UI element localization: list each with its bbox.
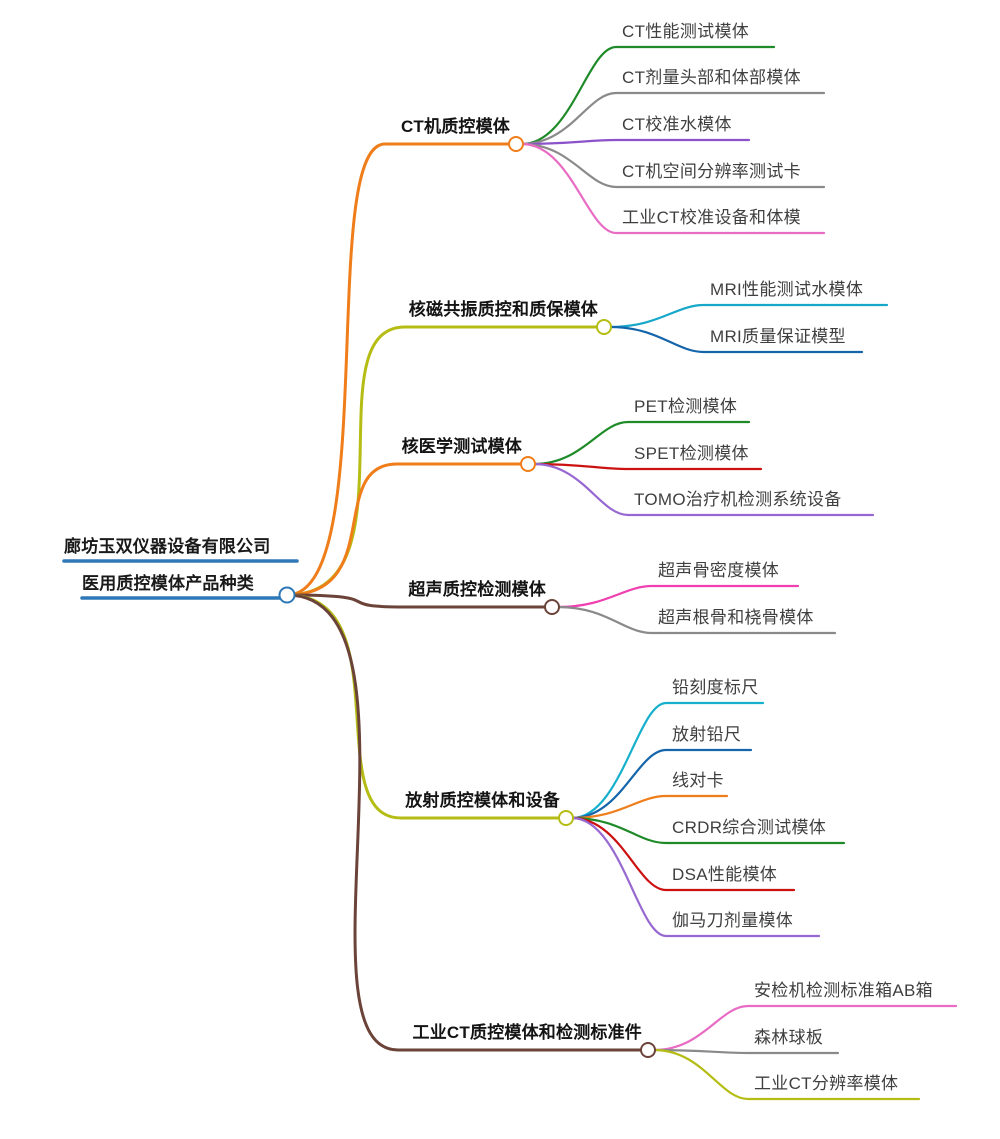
- leaf-label-5-2[interactable]: 放射铅尺: [672, 725, 742, 744]
- branch-node-6[interactable]: [640, 1042, 656, 1058]
- leaf-label-5-5[interactable]: DSA性能模体: [672, 865, 778, 884]
- leaf-connector-2-2: [608, 325, 864, 354]
- branch-node-4[interactable]: [544, 599, 560, 615]
- leaf-connector-5-1: [570, 701, 765, 820]
- leaf-label-1-1[interactable]: CT性能测试模体: [622, 22, 750, 41]
- branch-node-1[interactable]: [508, 136, 524, 152]
- leaf-connector-1-1: [520, 45, 776, 146]
- branch-label-1[interactable]: CT机质控模体: [400, 117, 510, 136]
- leaf-label-1-3[interactable]: CT校准水模体: [622, 115, 732, 134]
- branch-label-3[interactable]: 核医学测试模体: [401, 437, 522, 456]
- leaf-connector-4-2: [556, 605, 837, 635]
- root-node[interactable]: [278, 586, 296, 604]
- leaf-connector-5-6: [570, 816, 821, 938]
- leaf-connector-3-3: [532, 462, 875, 517]
- leaf-label-5-1[interactable]: 铅刻度标尺: [672, 678, 759, 697]
- branch-label-6[interactable]: 工业CT质控模体和检测标准件: [412, 1023, 642, 1042]
- branch-connector-1: [285, 142, 518, 597]
- leaf-label-2-1[interactable]: MRI性能测试水模体: [710, 280, 864, 299]
- leaf-connector-1-4: [520, 142, 826, 189]
- leaf-connector-5-4: [570, 816, 846, 845]
- leaf-connector-1-3: [520, 138, 751, 146]
- leaf-label-5-6[interactable]: 伽马刀剂量模体: [672, 911, 794, 930]
- leaf-label-5-3[interactable]: 线对卡: [672, 771, 724, 790]
- root-node-line1: 廊坊玉双仪器设备有限公司: [64, 537, 271, 556]
- leaf-label-1-5[interactable]: 工业CT校准设备和体模: [622, 208, 801, 227]
- branch-node-5[interactable]: [558, 810, 574, 826]
- leaf-label-3-3[interactable]: TOMO治疗机检测系统设备: [634, 490, 842, 509]
- leaf-label-2-2[interactable]: MRI质量保证模型: [710, 327, 846, 346]
- leaf-label-1-2[interactable]: CT剂量头部和体部模体: [622, 68, 801, 87]
- branch-node-2[interactable]: [596, 319, 612, 335]
- leaf-label-1-4[interactable]: CT机空间分辨率测试卡: [622, 162, 801, 181]
- branch-connector-5: [285, 593, 568, 820]
- leaf-connector-5-3: [570, 794, 729, 820]
- leaf-connector-3-1: [532, 420, 751, 466]
- leaf-label-6-2[interactable]: 森林球板: [754, 1028, 824, 1047]
- leaf-connector-6-3: [652, 1048, 921, 1101]
- leaf-connector-2-1: [608, 303, 889, 329]
- branch-connector-4: [285, 593, 554, 609]
- leaf-connector-6-1: [652, 1004, 958, 1052]
- leaf-connector-1-5: [520, 142, 826, 235]
- leaf-connector-1-2: [520, 91, 826, 146]
- leaf-label-4-1[interactable]: 超声骨密度模体: [658, 561, 780, 580]
- branch-label-5[interactable]: 放射质控模体和设备: [405, 791, 560, 810]
- leaf-connector-4-1: [556, 584, 800, 609]
- root-node-line2: 医用质控模体产品种类: [82, 574, 254, 593]
- branch-label-4[interactable]: 超声质控检测模体: [408, 580, 546, 599]
- branch-connector-3: [285, 462, 530, 597]
- branch-node-3[interactable]: [520, 456, 536, 472]
- leaf-label-3-2[interactable]: SPET检测模体: [634, 444, 749, 463]
- leaf-label-6-3[interactable]: 工业CT分辨率模体: [754, 1074, 899, 1093]
- branch-connector-6: [285, 593, 650, 1052]
- branch-label-2[interactable]: 核磁共振质控和质保模体: [408, 300, 598, 319]
- leaf-connector-5-5: [570, 816, 796, 892]
- leaf-connector-6-2: [652, 1048, 840, 1055]
- leaf-connector-5-2: [570, 748, 753, 820]
- leaf-connector-3-2: [532, 462, 763, 471]
- leaf-label-5-4[interactable]: CRDR综合测试模体: [672, 818, 827, 837]
- leaf-label-6-1[interactable]: 安检机检测标准箱AB箱: [754, 981, 933, 1000]
- leaf-label-3-1[interactable]: PET检测模体: [634, 397, 738, 416]
- leaf-label-4-2[interactable]: 超声根骨和桡骨模体: [658, 608, 814, 627]
